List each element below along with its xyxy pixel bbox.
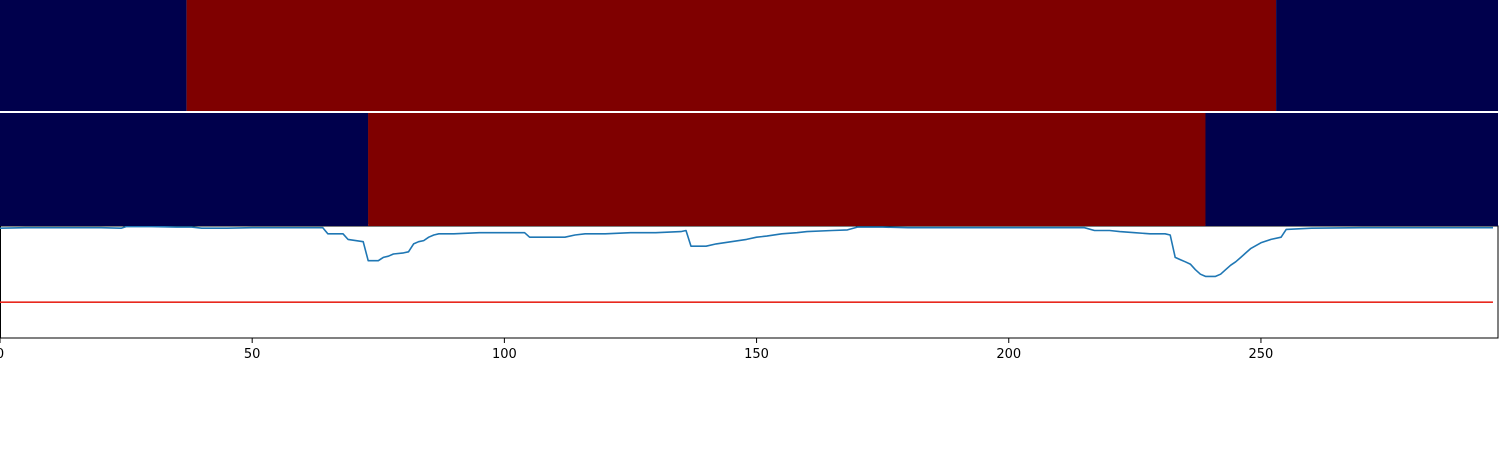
track-2-overlay-segment-3 [1205,113,1498,226]
track-1-segment-2 [186,0,1277,111]
track-2-overlay-segment-1 [0,113,369,226]
signal-line [0,225,1493,278]
x-tick-label-50: 50 [244,347,261,362]
x-tick-label-0: 0 [0,347,4,362]
x-tick-label-250: 250 [1249,347,1274,362]
track-2-overlay-segment-2 [368,113,1206,226]
signal-panel [0,113,1499,339]
x-tick-label-150: 150 [744,347,769,362]
x-tick-label-200: 200 [996,347,1021,362]
x-tick-label-100: 100 [492,347,517,362]
signal-panel-frame [0,225,1499,339]
track-1-segment-3 [1276,0,1498,111]
track-1-segment-1 [0,0,187,111]
x-axis: 0 50 100 150 200 250 [0,338,1273,362]
